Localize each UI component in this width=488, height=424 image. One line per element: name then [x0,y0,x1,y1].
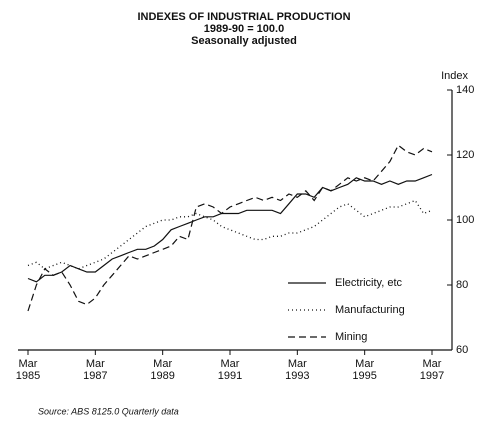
x-tick-label: Mar 1991 [217,358,243,382]
line-series [27,199,433,270]
y-tick-label: 60 [456,344,468,356]
legend-label: Mining [335,331,367,343]
x-tick-label: Mar 1985 [15,358,41,382]
x-tick-label: Mar 1993 [285,358,310,382]
y-tick-label: 80 [456,279,468,291]
source-note: Source: ABS 8125.0 Quarterly data [38,406,179,416]
x-tick-label: Mar 1987 [83,358,108,382]
x-tick-label: Mar 1997 [419,358,445,382]
y-tick-label: 100 [456,214,474,226]
x-tick-label: Mar 1989 [150,358,175,382]
y-tick-label: 120 [456,149,474,161]
x-tick-label: Mar 1995 [352,358,377,382]
legend-label: Electricity, etc [335,277,403,289]
chart-subtitle: 1989-90 = 100.0 [204,23,284,35]
chart-title: INDEXES OF INDUSTRIAL PRODUCTION [137,11,350,23]
line-series [27,144,433,312]
y-axis-label: Index [441,70,468,82]
y-tick-label: 140 [456,84,474,96]
legend-label: Manufacturing [335,304,405,316]
chart-subtitle: Seasonally adjusted [191,35,297,47]
line-series [27,173,433,283]
